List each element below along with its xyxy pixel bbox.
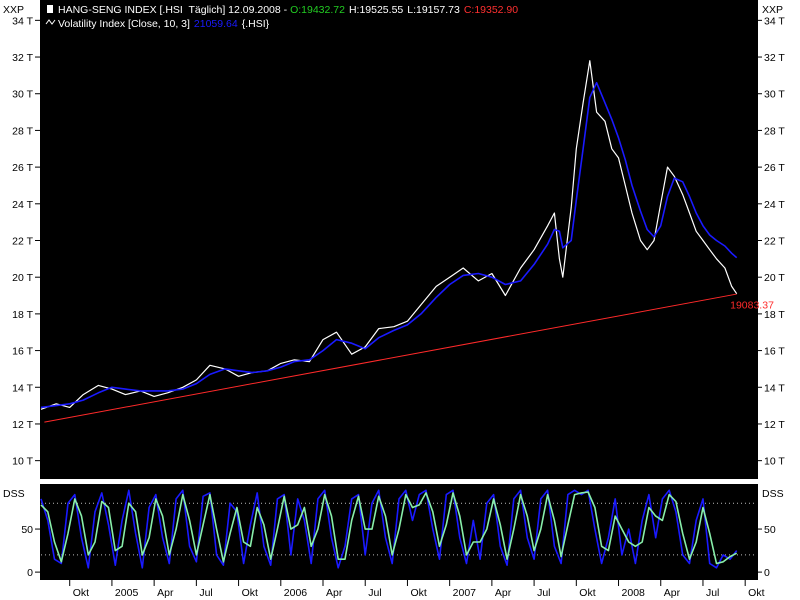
dss-tick-label-right: 0 <box>764 567 770 579</box>
price-tick-label-right: 16 T <box>764 346 785 358</box>
time-tick-label: Jul <box>706 587 719 599</box>
header-line-2: Volatility Index [Close, 10, 3] 21059.64 {… <box>58 18 270 30</box>
time-tick-label: Apr <box>495 587 512 599</box>
right-axis-unit: XXP <box>762 4 783 16</box>
price-tick-label-right: 12 T <box>764 419 785 431</box>
time-tick-label: Apr <box>664 587 681 599</box>
time-tick-label: Okt <box>242 587 258 599</box>
price-panel[interactable] <box>40 0 758 479</box>
chart-header: HANG-SENG INDEX [.HSI Täglich] 12.09.200… <box>45 4 518 30</box>
time-tick-label: 2006 <box>284 587 308 599</box>
volatility-legend-value: 21059.64 <box>194 18 238 30</box>
time-tick-label: Jul <box>199 587 212 599</box>
time-tick-label: 2008 <box>622 587 646 599</box>
price-tick-label-left: 22 T <box>12 236 33 248</box>
dss-d-line <box>40 491 738 565</box>
left-axis-unit: XXP <box>3 4 24 16</box>
price-tick-label-left: 16 T <box>12 346 33 358</box>
price-tick-label-left: 26 T <box>12 162 33 174</box>
dss-tick-label-left: 0 <box>27 567 33 579</box>
time-tick-label: Okt <box>73 587 89 599</box>
header-close: C:19352.90 <box>464 4 518 16</box>
time-tick-label: Okt <box>579 587 595 599</box>
price-tick-label-left: 28 T <box>12 125 33 137</box>
price-tick-label-right: 20 T <box>764 272 785 284</box>
price-tick-label-left: 32 T <box>12 52 33 64</box>
price-legend-icon <box>47 5 53 13</box>
price-tick-label-left: 24 T <box>12 199 33 211</box>
dss-tick-label-right: 50 <box>764 524 776 536</box>
dss-series-layer <box>40 489 738 569</box>
price-tick-label-right: 26 T <box>764 162 785 174</box>
price-tick-label-left: 10 T <box>12 456 33 468</box>
volatility-legend-label: Volatility Index [Close, 10, 3] <box>58 18 190 30</box>
time-axis: Okt 2005 Apr Jul Okt 2006 Apr Jul Okt 2007 Apr Jul O… <box>69 580 765 599</box>
header-low: L:19157.73 <box>407 4 460 16</box>
volatility-legend-icon <box>45 19 56 25</box>
left-dss-label: DSS <box>3 488 25 500</box>
dss-axis-ticks: 0 0 50 50 <box>21 524 776 579</box>
price-tick-label-left: 18 T <box>12 309 33 321</box>
time-tick-label: Apr <box>157 587 174 599</box>
price-tick-label-left: 30 T <box>12 89 33 101</box>
price-tick-label-right: 18 T <box>764 309 785 321</box>
header-high: H:19525.55 <box>349 4 403 16</box>
price-tick-label-right: 32 T <box>764 52 785 64</box>
price-tick-label-left: 34 T <box>12 15 33 27</box>
dss-tick-label-left: 50 <box>21 524 33 536</box>
header-prefix: HANG-SENG INDEX [.HSI Täglich] 12.09.200… <box>58 4 290 16</box>
price-series-layer <box>40 60 738 423</box>
price-tick-label-right: 34 T <box>764 15 785 27</box>
time-tick-label: Okt <box>748 587 764 599</box>
price-tick-label-right: 24 T <box>764 199 785 211</box>
price-tick-label-right: 28 T <box>764 125 785 137</box>
header-open: O:19432.72 <box>290 4 345 16</box>
time-tick-label: Jul <box>368 587 381 599</box>
dss-reference-lines <box>41 502 757 556</box>
volatility-series-line <box>40 81 738 409</box>
price-tick-label-left: 12 T <box>12 419 33 431</box>
header-line-1: HANG-SENG INDEX [.HSI Täglich] 12.09.200… <box>58 4 518 16</box>
price-tick-label-left: 14 T <box>12 382 33 394</box>
time-tick-label: 2007 <box>453 587 477 599</box>
time-tick-label: Apr <box>326 587 343 599</box>
price-axis-ticks: 10 T 10 T 12 T 12 T 14 T 14 T 16 T 16 T 18 T 18 T… <box>12 15 785 467</box>
price-tick-label-right: 22 T <box>764 236 785 248</box>
trendline-value-label: 19083.37 <box>730 299 774 311</box>
support-trendline <box>44 293 737 423</box>
price-tick-label-right: 30 T <box>764 89 785 101</box>
volatility-legend-suffix: {.HSI} <box>242 18 270 30</box>
price-tick-label-right: 10 T <box>764 456 785 468</box>
price-tick-label-left: 20 T <box>12 272 33 284</box>
price-tick-label-right: 14 T <box>764 382 785 394</box>
right-dss-label: DSS <box>762 488 784 500</box>
time-tick-label: Okt <box>410 587 426 599</box>
time-tick-label: 2005 <box>115 587 139 599</box>
annotation-layer: 19083.37 <box>730 299 774 311</box>
price-series-line <box>40 60 738 410</box>
time-tick-label: Jul <box>537 587 550 599</box>
